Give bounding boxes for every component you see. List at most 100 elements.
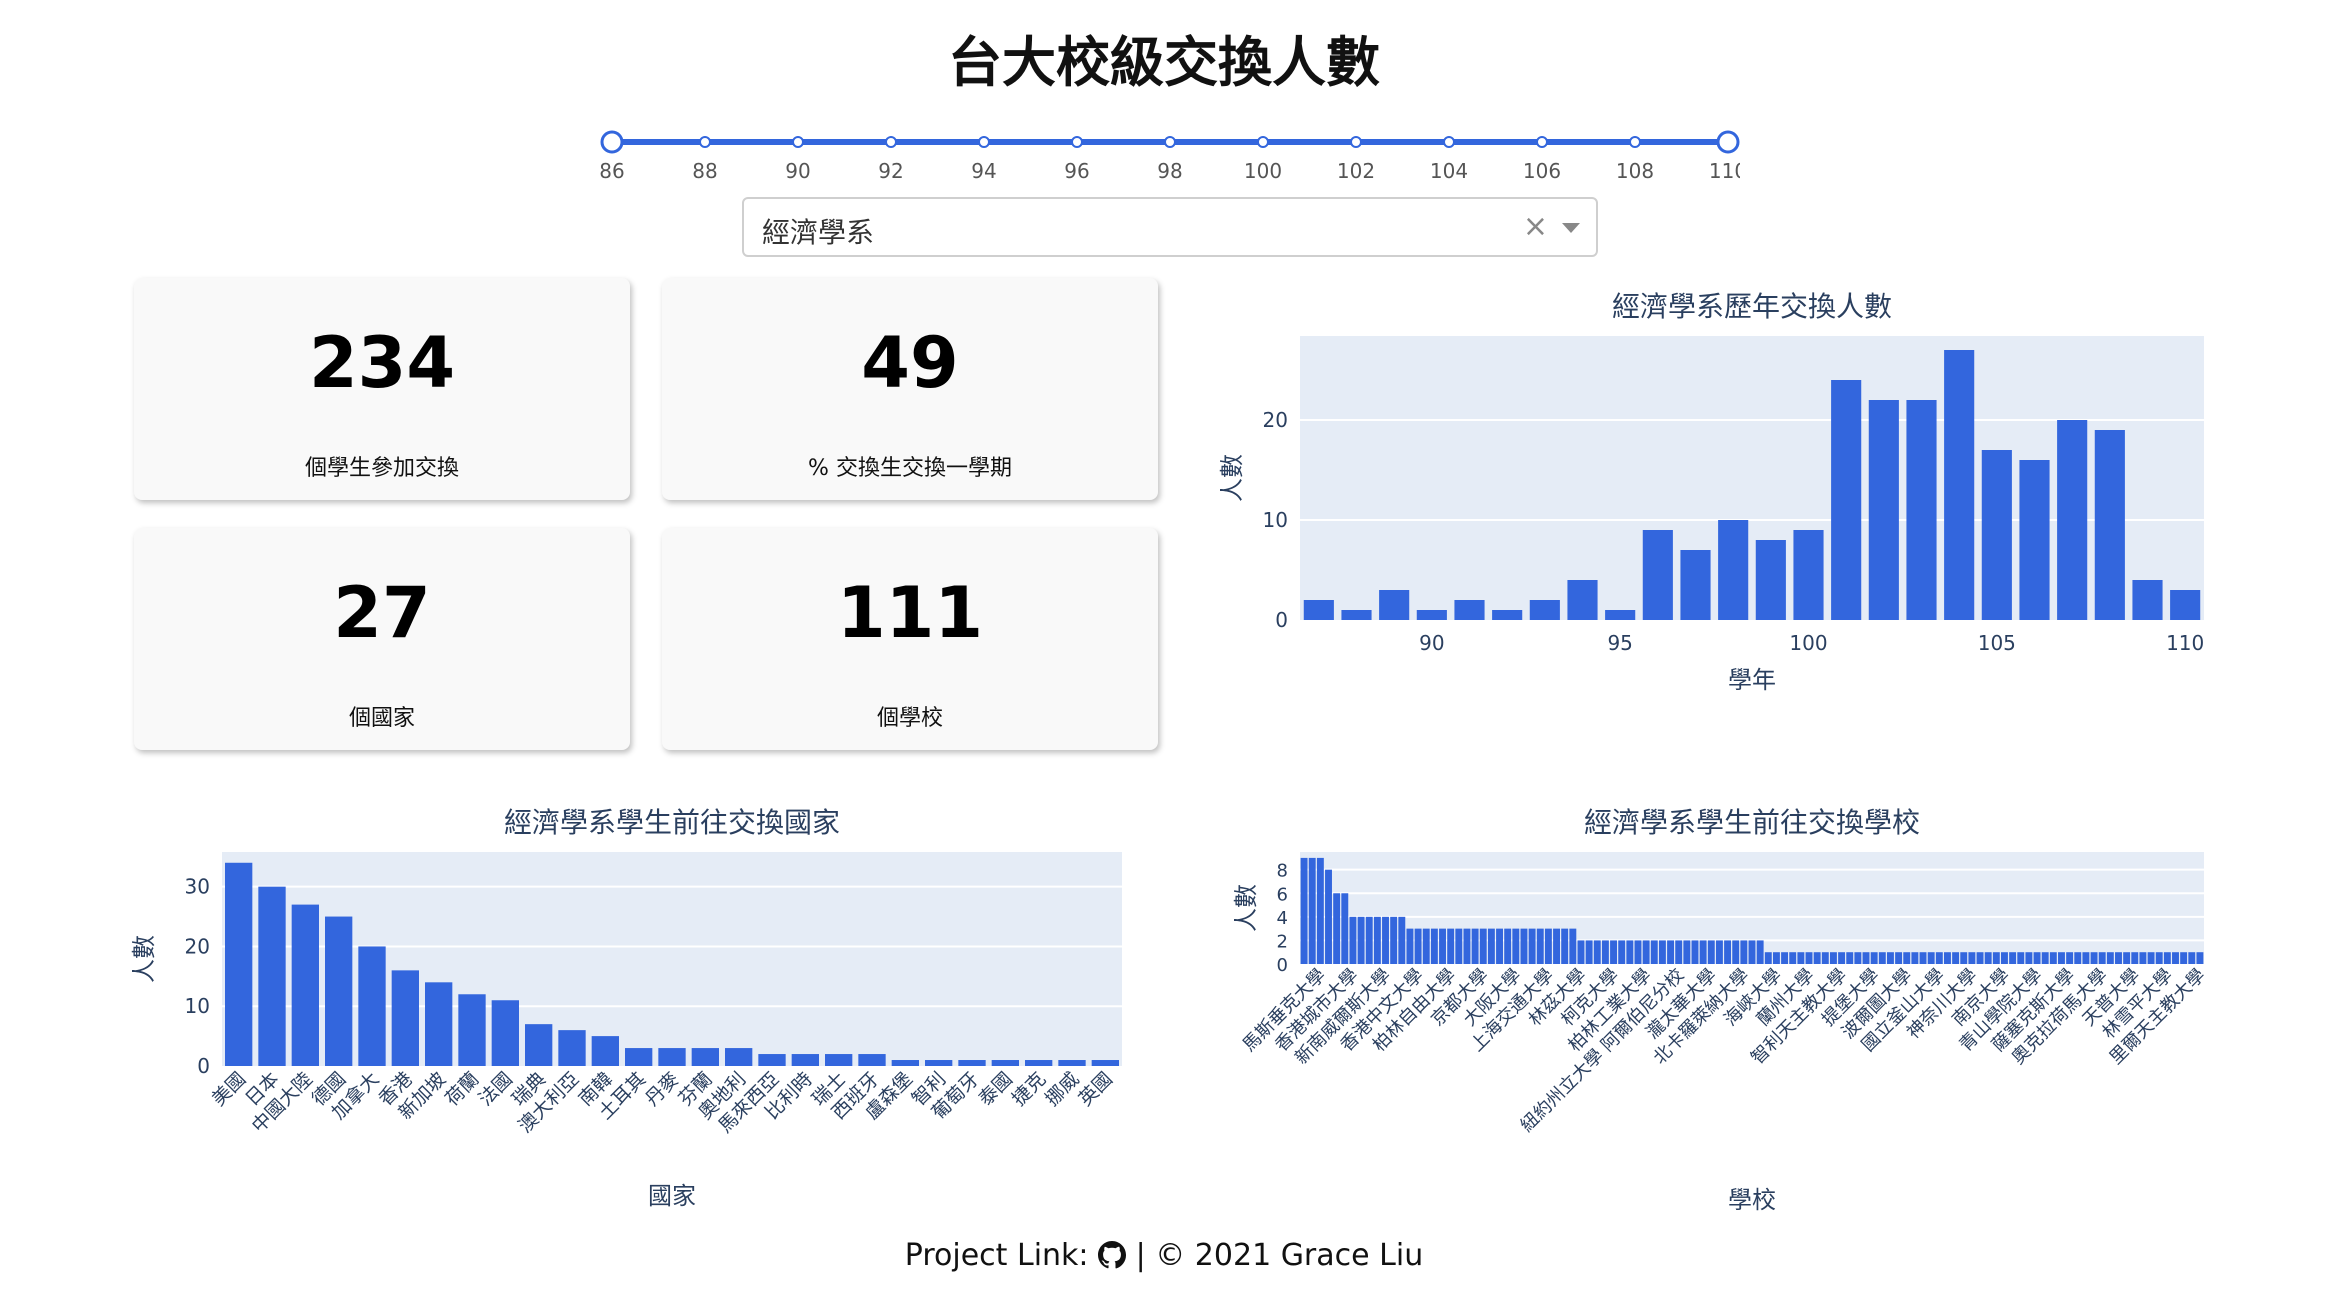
bar[interactable] <box>1512 928 1520 964</box>
bar[interactable] <box>1025 1060 1053 1066</box>
slider-tick-mark[interactable] <box>1443 136 1455 148</box>
bar[interactable] <box>291 904 319 1066</box>
bar[interactable] <box>1772 952 1780 964</box>
bar[interactable] <box>1373 916 1381 964</box>
bar[interactable] <box>1528 928 1536 964</box>
bar[interactable] <box>1927 952 1935 964</box>
bar[interactable] <box>2155 952 2163 964</box>
bar[interactable] <box>891 1060 919 1066</box>
bar[interactable] <box>1593 940 1601 964</box>
slider-handle-end[interactable] <box>1716 130 1740 154</box>
bar[interactable] <box>2172 952 2179 964</box>
bar[interactable] <box>1398 916 1406 964</box>
bar[interactable] <box>925 1060 953 1066</box>
bar[interactable] <box>1868 400 1899 620</box>
bar[interactable] <box>1455 928 1463 964</box>
bar[interactable] <box>1325 869 1332 964</box>
bar[interactable] <box>2090 952 2098 964</box>
bar[interactable] <box>1764 952 1772 964</box>
slider-tick-mark[interactable] <box>1629 136 1641 148</box>
bar[interactable] <box>1406 928 1414 964</box>
bar[interactable] <box>525 1024 553 1066</box>
bar[interactable] <box>1846 952 1854 964</box>
bar[interactable] <box>1610 940 1618 964</box>
bar[interactable] <box>2106 952 2114 964</box>
bar[interactable] <box>1755 540 1786 620</box>
bar[interactable] <box>1756 940 1764 964</box>
bar[interactable] <box>1707 940 1715 964</box>
bar[interactable] <box>1906 400 1937 620</box>
bar[interactable] <box>1740 940 1748 964</box>
bar[interactable] <box>1379 590 1410 620</box>
bar[interactable] <box>1569 928 1577 964</box>
bar[interactable] <box>591 1036 619 1066</box>
bar[interactable] <box>2025 952 2033 964</box>
bar[interactable] <box>858 1054 886 1066</box>
bar[interactable] <box>691 1048 719 1066</box>
bar[interactable] <box>725 1048 753 1066</box>
bar[interactable] <box>1536 928 1544 964</box>
slider-tick-mark[interactable] <box>1350 136 1362 148</box>
bar[interactable] <box>1300 857 1308 964</box>
bar[interactable] <box>1732 940 1740 964</box>
bar[interactable] <box>1308 857 1316 964</box>
bar[interactable] <box>391 970 419 1066</box>
bar[interactable] <box>1838 952 1846 964</box>
slider-tick-mark[interactable] <box>1164 136 1176 148</box>
bar[interactable] <box>1333 893 1341 964</box>
bar[interactable] <box>2147 952 2155 964</box>
bar[interactable] <box>2188 952 2196 964</box>
bar[interactable] <box>1968 952 1976 964</box>
bar[interactable] <box>1667 940 1675 964</box>
bar[interactable] <box>1058 1060 1086 1066</box>
bar[interactable] <box>225 862 253 1066</box>
bar[interactable] <box>1658 940 1666 964</box>
bar[interactable] <box>1430 928 1438 964</box>
bar[interactable] <box>1862 952 1870 964</box>
bar[interactable] <box>1341 610 1372 620</box>
bar[interactable] <box>1382 916 1389 964</box>
bar[interactable] <box>1715 940 1723 964</box>
bar[interactable] <box>1935 952 1943 964</box>
bar[interactable] <box>625 1048 653 1066</box>
bar[interactable] <box>1349 916 1357 964</box>
bar[interactable] <box>2057 420 2088 620</box>
bar[interactable] <box>958 1060 986 1066</box>
bar[interactable] <box>1683 940 1691 964</box>
department-dropdown[interactable]: 經濟學系 × <box>742 197 1598 257</box>
bar[interactable] <box>1680 550 1711 620</box>
year-range-slider[interactable]: 86 88 90 92 94 96 98 100 102 104 106 108 110 <box>600 120 1740 200</box>
bar[interactable] <box>2163 952 2171 964</box>
bar[interactable] <box>258 886 286 1066</box>
bar[interactable] <box>1878 952 1886 964</box>
bar[interactable] <box>1357 916 1365 964</box>
bar[interactable] <box>1829 952 1837 964</box>
bar[interactable] <box>2009 952 2017 964</box>
clear-icon[interactable]: × <box>1522 209 1548 244</box>
bar[interactable] <box>1496 928 1503 964</box>
bar[interactable] <box>1805 952 1813 964</box>
bar[interactable] <box>1650 940 1658 964</box>
bar[interactable] <box>1886 952 1894 964</box>
bar[interactable] <box>1601 940 1609 964</box>
slider-tick-mark[interactable] <box>978 136 990 148</box>
bar[interactable] <box>1699 940 1707 964</box>
bar[interactable] <box>1544 928 1552 964</box>
slider-tick-mark[interactable] <box>1257 136 1269 148</box>
bar[interactable] <box>791 1054 819 1066</box>
bar[interactable] <box>1952 952 1960 964</box>
bar[interactable] <box>991 1060 1019 1066</box>
bar[interactable] <box>1642 530 1673 620</box>
bar[interactable] <box>2115 952 2122 964</box>
slider-tick-mark[interactable] <box>792 136 804 148</box>
bar[interactable] <box>1605 610 1636 620</box>
bar[interactable] <box>1561 928 1569 964</box>
bar[interactable] <box>2131 952 2139 964</box>
bar[interactable] <box>1618 940 1626 964</box>
slider-tick-mark[interactable] <box>885 136 897 148</box>
bar[interactable] <box>2066 952 2074 964</box>
bar[interactable] <box>1479 928 1487 964</box>
bar[interactable] <box>1422 928 1430 964</box>
bar[interactable] <box>1454 600 1485 620</box>
bar[interactable] <box>1793 530 1824 620</box>
